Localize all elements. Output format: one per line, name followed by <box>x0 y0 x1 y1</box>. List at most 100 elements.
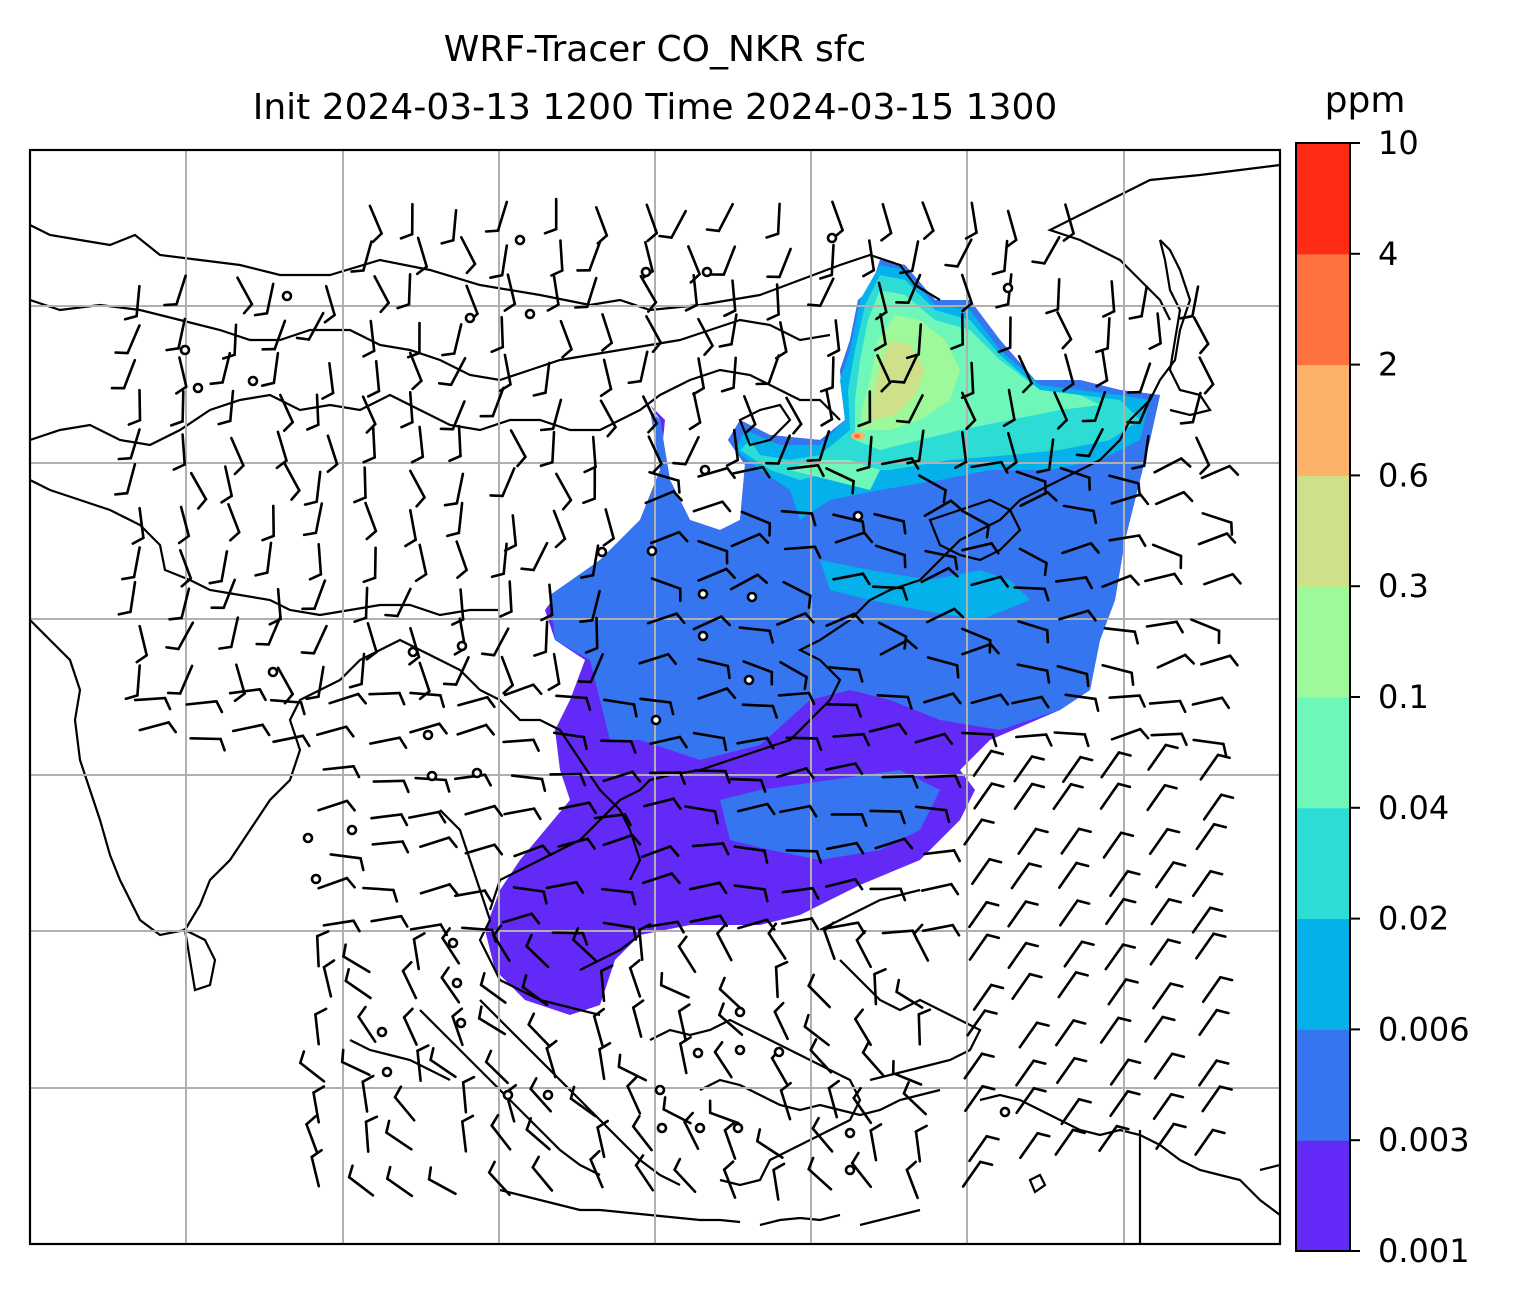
wind-barb-staff <box>278 393 295 424</box>
wind-barb-flag <box>1040 695 1050 709</box>
wind-barb-flag <box>124 694 139 701</box>
wind-barb-flag <box>520 567 535 572</box>
wind-barb-staff <box>742 394 757 426</box>
wind-barb-staff <box>511 514 518 547</box>
wind-barb-staff <box>785 396 803 426</box>
wind-barb-staff <box>713 1050 733 1079</box>
wind-barb-flag <box>540 613 554 622</box>
wind-barb-flag <box>233 692 246 703</box>
wind-barb-staff <box>823 929 836 961</box>
wind-barb-flag <box>414 572 428 583</box>
wind-barb-flag <box>989 983 1005 990</box>
wind-barb-staff <box>362 240 373 272</box>
wind-barb-staff <box>1148 827 1169 856</box>
wind-barb-flag <box>999 575 1010 588</box>
wind-barb-staff <box>723 1129 737 1160</box>
wind-barb-flag <box>359 856 365 872</box>
wind-barb-flag <box>1163 783 1178 790</box>
wind-barb-flag <box>989 642 1000 655</box>
wind-barb-staff <box>452 323 463 355</box>
wind-barb-flag <box>670 872 681 885</box>
colorbar-tick-label: 0.001 <box>1378 1232 1470 1270</box>
wind-barb-flag <box>601 341 614 352</box>
wind-barb-staff <box>393 1095 416 1122</box>
wind-barb-staff <box>1192 316 1210 346</box>
wind-barb-flag <box>631 999 645 1009</box>
wind-barb-staff <box>1138 362 1152 394</box>
wind-barb-staff <box>224 465 233 498</box>
wind-barb-staff <box>970 361 975 395</box>
wind-barb-staff <box>691 842 725 848</box>
wind-barb-flag <box>861 572 871 586</box>
wind-barb-staff <box>1154 490 1186 506</box>
wind-barb-staff <box>1017 354 1033 385</box>
wind-barb-staff <box>601 313 614 345</box>
wind-barb-staff <box>1018 1021 1039 1049</box>
wind-barb-staff <box>867 239 876 272</box>
wind-barb-flag <box>1069 782 1084 789</box>
calm-wind-circle <box>407 646 419 658</box>
wind-barb-flag <box>1209 869 1224 876</box>
wind-barb-flag <box>726 664 731 680</box>
wind-barb-flag <box>850 1151 860 1165</box>
wind-barb-flag <box>540 777 547 793</box>
wind-barb-staff <box>914 732 946 744</box>
wind-barb-flag <box>352 919 361 933</box>
wind-barb-flag <box>676 920 685 934</box>
wind-barb-staff <box>825 467 855 483</box>
wind-barb-staff <box>782 580 812 598</box>
wind-barb-staff <box>733 845 766 853</box>
wind-barb-flag <box>651 462 663 474</box>
wind-barb-staff <box>873 512 906 523</box>
wind-barb-staff <box>732 465 765 475</box>
colorbar-segment <box>1296 143 1350 255</box>
wind-barb-staff <box>525 944 550 969</box>
wind-barb-flag <box>1032 1086 1047 1093</box>
wind-barb-flag <box>298 1050 306 1065</box>
wind-barb-flag <box>721 842 730 856</box>
wind-barb-staff <box>1109 1058 1130 1086</box>
wind-barb-flag <box>899 269 914 275</box>
wind-barb-staff <box>457 695 489 707</box>
wind-barb-flag <box>949 499 962 510</box>
wind-barb-flag <box>483 889 493 903</box>
wind-barb-flag <box>851 479 855 495</box>
wind-barb-staff <box>1052 782 1073 811</box>
wind-barb-staff <box>132 546 141 579</box>
wind-barb-flag <box>1212 932 1227 938</box>
wind-barb-staff <box>874 837 906 850</box>
wind-barb-staff <box>834 319 841 352</box>
wind-barb-staff <box>1099 1016 1120 1044</box>
wind-barb-staff <box>785 848 819 853</box>
wind-barb-staff <box>369 319 376 353</box>
wind-barb-flag <box>599 964 614 973</box>
wind-barb-flag <box>723 309 737 318</box>
wind-barb-staff <box>484 1060 510 1085</box>
wind-barb-staff <box>418 425 425 459</box>
wind-barb-staff <box>548 583 554 617</box>
wind-barb-staff <box>416 1049 422 1082</box>
wind-barb-staff <box>1100 751 1121 779</box>
wind-barb-flag <box>978 1160 994 1167</box>
wind-barb-flag <box>385 1165 392 1180</box>
wind-barb-flag <box>1139 727 1150 740</box>
wind-barb-flag <box>527 1012 536 1026</box>
wind-barb-staff <box>871 585 905 590</box>
wind-barb-staff <box>1195 822 1216 851</box>
wind-barb-flag <box>1079 755 1094 762</box>
wind-barb-staff <box>364 501 378 533</box>
wind-barb-staff <box>175 274 187 306</box>
wind-barb-flag <box>525 933 533 948</box>
wind-barb-flag <box>684 303 699 312</box>
wind-barb-flag <box>364 1115 379 1124</box>
wind-barb-flag <box>997 346 1012 354</box>
wind-barb-staff <box>364 1120 370 1153</box>
wind-barb-staff <box>732 356 738 390</box>
wind-barb-staff <box>412 937 421 971</box>
wind-barb-flag <box>759 778 767 793</box>
wind-barb-flag <box>1074 971 1089 977</box>
wind-barb-flag <box>350 269 365 273</box>
wind-barb-staff <box>1108 694 1141 700</box>
wind-barb-flag <box>1121 943 1136 949</box>
